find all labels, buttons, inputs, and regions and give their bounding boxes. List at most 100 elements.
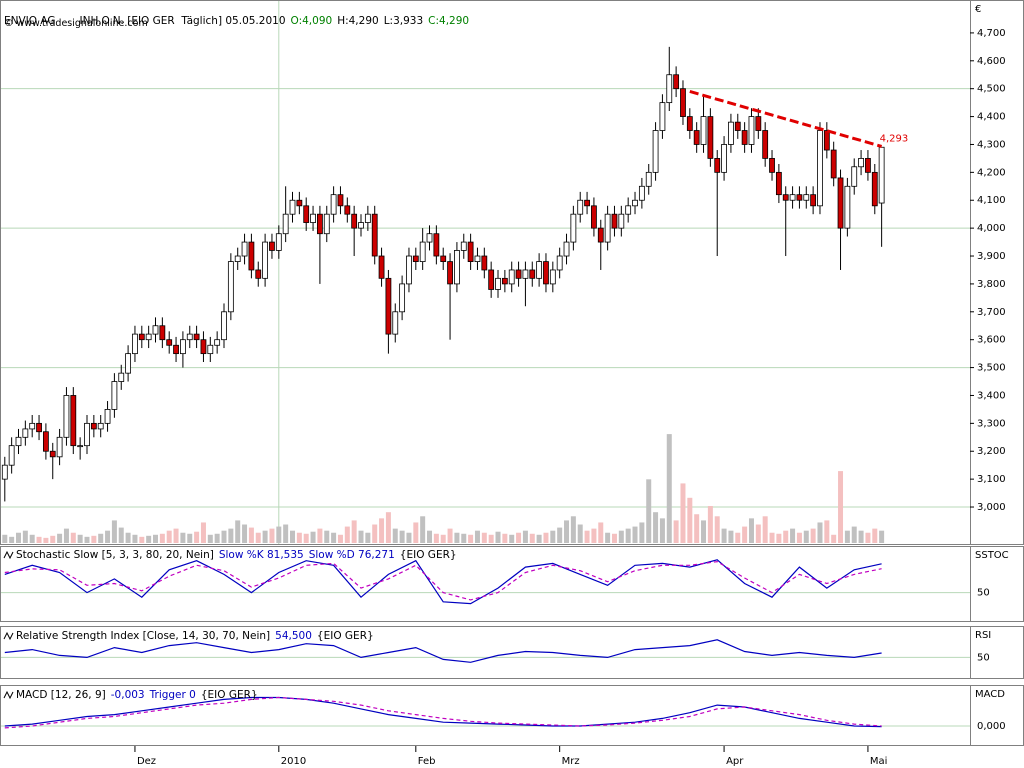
candle-body	[570, 213, 577, 243]
candle-body	[549, 269, 556, 285]
candle-body	[467, 241, 474, 262]
candle-body	[262, 241, 269, 279]
volume-bar	[276, 526, 282, 543]
volume-bar	[495, 531, 501, 543]
candle-body	[563, 241, 570, 257]
indicator-line	[4, 696, 882, 729]
candle-body	[364, 213, 371, 223]
volume-bar	[2, 534, 8, 543]
volume-bar	[776, 533, 782, 543]
candle-body	[775, 171, 782, 196]
volume-bar	[687, 497, 693, 543]
candle-body	[29, 422, 36, 430]
stoch-header: Stochastic Slow [5, 3, 3, 80, 20, Nein] S…	[16, 549, 462, 561]
candle-body	[673, 74, 680, 90]
volume-bar	[461, 533, 467, 543]
close: C:4,290	[428, 15, 470, 27]
y-tick-label: 3,200	[977, 446, 1006, 457]
candle-body	[145, 333, 152, 341]
indicator-line	[4, 560, 882, 601]
y-tick-label: 3,700	[977, 307, 1006, 318]
candle-body	[693, 130, 700, 145]
candle-body	[728, 121, 734, 145]
candle-body	[132, 333, 138, 355]
candle-body	[666, 74, 673, 104]
volume-bar	[502, 533, 508, 543]
candle-body	[515, 269, 522, 279]
candle-body	[358, 222, 364, 229]
volume-bar	[187, 533, 193, 543]
indicator-suffix: {EIO GER}	[200, 689, 258, 701]
candle-body	[556, 255, 563, 271]
candle-body	[426, 233, 433, 243]
volume-bar	[36, 536, 42, 543]
candle-body	[543, 261, 549, 285]
x-tick-label: Apr	[726, 756, 744, 767]
volume-bar	[337, 534, 343, 543]
volume-bar	[290, 530, 296, 543]
volume-bar	[242, 524, 248, 543]
candle-body	[460, 241, 467, 251]
volume-bar	[481, 532, 487, 543]
volume-bar	[838, 471, 844, 543]
legend-entry: Trigger 0	[149, 689, 196, 701]
candle-body	[769, 158, 775, 173]
volume-bar	[77, 534, 83, 543]
volume-bar	[173, 528, 179, 543]
indicator-line	[4, 639, 882, 663]
legend-entry: 54,500	[275, 630, 312, 642]
volume-bar	[84, 536, 90, 543]
candle-body	[508, 269, 515, 285]
volume-bar	[180, 532, 186, 543]
legend-entry: Slow %K 81,535	[218, 549, 304, 561]
volume-bar	[865, 532, 871, 543]
y-tick-label: 4,600	[977, 56, 1006, 67]
volume-bar	[153, 534, 159, 543]
x-tick-label: Mrz	[562, 756, 580, 767]
candle-body	[248, 241, 255, 271]
candle-body	[638, 185, 645, 201]
volume-bar	[584, 530, 590, 543]
instrument: INH.O.N. [EIO GER Täglich] 05.05.2010	[79, 15, 286, 27]
volume-bar	[235, 520, 241, 543]
volume-bar	[570, 516, 576, 543]
indicator-icon	[3, 690, 14, 700]
volume-bar	[139, 536, 145, 543]
candle-body	[323, 213, 330, 235]
candle-body	[522, 269, 529, 279]
volume-bar	[557, 527, 563, 543]
candle-body	[618, 213, 625, 229]
axis-label: €	[975, 4, 981, 15]
y-tick-label: 3,400	[977, 390, 1006, 401]
candle-body	[296, 199, 303, 207]
volume-bar	[728, 530, 734, 543]
candle-body	[700, 116, 707, 145]
volume-bar	[735, 532, 741, 543]
axis-label: MACD	[975, 689, 1005, 700]
candle-body	[748, 116, 755, 145]
candle-body	[433, 233, 440, 257]
candle-body	[454, 250, 460, 285]
volume-bar	[646, 479, 652, 543]
volume-bar	[15, 532, 21, 543]
candle-body	[625, 205, 632, 215]
candle-body	[63, 395, 70, 438]
candle-body	[180, 339, 186, 355]
candle-body	[385, 277, 392, 335]
candle-body	[789, 194, 796, 201]
volume-bar	[125, 532, 131, 543]
volume-bar	[331, 532, 337, 543]
candle-body	[406, 255, 412, 285]
volume-bar	[433, 533, 439, 543]
volume-bar	[111, 520, 117, 543]
candle-body	[97, 422, 104, 430]
volume-bar	[474, 530, 480, 543]
candle-body	[221, 311, 227, 341]
candle-body	[741, 130, 748, 145]
volume-bar	[214, 533, 220, 543]
volume-bar	[57, 533, 63, 543]
volume-bar	[653, 512, 659, 543]
candle-body	[234, 255, 241, 262]
rsi-header: Relative Strength Index [Close, 14, 30, …	[16, 630, 379, 642]
